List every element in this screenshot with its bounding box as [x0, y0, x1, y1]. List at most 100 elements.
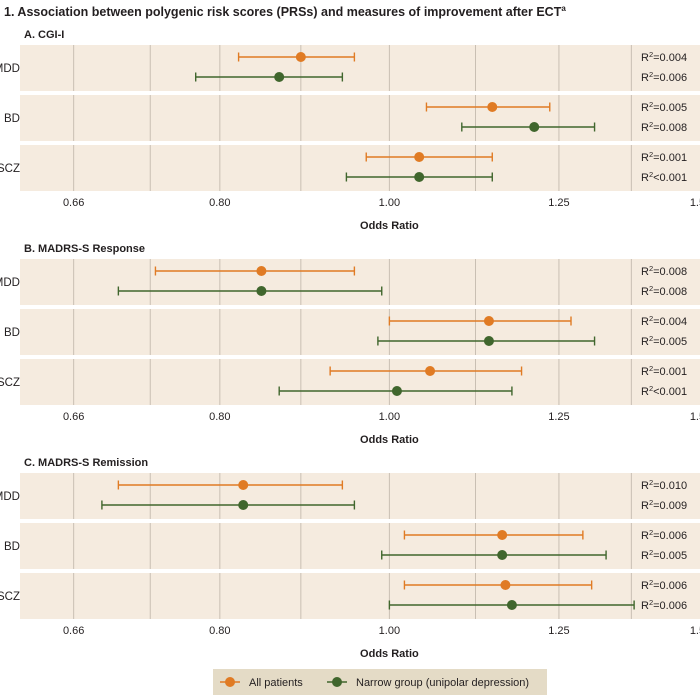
row-label: SCZ	[0, 591, 20, 603]
r2-base: R	[641, 530, 649, 542]
legend-marker	[332, 677, 342, 687]
x-tick-label: 0.80	[209, 197, 230, 209]
legend-box	[213, 669, 547, 695]
x-tick-label: 1.25	[548, 411, 569, 423]
estimate-narrow-group: R2=0.008	[461, 120, 687, 134]
row-band	[20, 145, 700, 191]
r2-base: R	[641, 122, 649, 134]
estimate-all-patients: R2=0.001	[329, 364, 687, 378]
row-label: MDD	[0, 491, 20, 503]
r2-base: R	[641, 316, 649, 328]
point-estimate	[391, 386, 402, 396]
point-estimate	[497, 550, 508, 560]
row-band	[20, 473, 700, 519]
x-tick-label: 1.5	[690, 625, 700, 637]
x-tick-label: 1.25	[548, 197, 569, 209]
r2-label: R2=0.006	[641, 598, 687, 612]
row-band	[20, 573, 700, 619]
legend-label: All patients	[249, 677, 303, 689]
r2-superscript: 2	[649, 548, 653, 557]
r2-label: R2=0.004	[641, 314, 687, 328]
r2-label: R2=0.009	[641, 498, 687, 512]
r2-label: R2=0.001	[641, 150, 687, 164]
row-bd: BD R2=0.005 R2=0.008	[4, 95, 700, 141]
point-estimate	[414, 172, 425, 182]
r2-base: R	[641, 172, 649, 184]
r2-superscript: 2	[649, 334, 653, 343]
point-estimate	[529, 122, 540, 132]
r2-base: R	[641, 386, 649, 398]
point-estimate	[497, 530, 508, 540]
legend-item-all-patients: All patients	[220, 677, 303, 689]
panel-b: B. MADRS-S ResponseMDDR2=0.008R2=0.008BD…	[0, 243, 700, 446]
row-band	[20, 259, 700, 305]
x-tick-label: 1.5	[690, 411, 700, 423]
legend-item-narrow-group: Narrow group (unipolar depression)	[327, 677, 529, 689]
r2-base: R	[641, 152, 649, 164]
figure-title-text: 1. Association between polygenic risk sc…	[4, 5, 562, 19]
legend-label: Narrow group (unipolar depression)	[356, 677, 529, 689]
r2-value: =0.006	[653, 530, 687, 542]
r2-superscript: 2	[649, 364, 653, 373]
estimate-all-patients: R2=0.008	[154, 264, 687, 278]
estimate-all-patients: R2=0.001	[365, 150, 687, 164]
row-label: BD	[4, 113, 20, 125]
x-tick-label: 1.5	[690, 197, 700, 209]
r2-label: R2=0.010	[641, 478, 687, 492]
r2-superscript: 2	[649, 120, 653, 129]
point-estimate	[487, 102, 498, 112]
x-tick-label: 0.80	[209, 411, 230, 423]
r2-label: R2=0.005	[641, 100, 687, 114]
r2-label: R2=0.008	[641, 120, 687, 134]
point-estimate	[256, 286, 267, 296]
point-estimate	[483, 316, 494, 326]
estimate-all-patients: R2=0.004	[388, 314, 687, 328]
r2-base: R	[641, 580, 649, 592]
point-estimate	[274, 72, 285, 82]
x-axis-label: Odds Ratio	[360, 434, 419, 446]
estimate-all-patients: R2=0.004	[237, 50, 687, 64]
point-estimate	[500, 580, 511, 590]
r2-label: R2=0.001	[641, 364, 687, 378]
point-estimate	[506, 600, 517, 610]
figure-title-superscript: a	[561, 4, 566, 13]
row-label: BD	[4, 541, 20, 553]
row-label: SCZ	[0, 163, 20, 175]
r2-value: =0.005	[653, 550, 687, 562]
row-band	[20, 309, 700, 355]
estimate-narrow-group: R2<0.001	[345, 170, 687, 184]
x-tick-label: 0.66	[63, 411, 84, 423]
r2-superscript: 2	[649, 528, 653, 537]
r2-superscript: 2	[649, 264, 653, 273]
r2-value: =0.008	[653, 266, 687, 278]
r2-base: R	[641, 366, 649, 378]
r2-superscript: 2	[649, 598, 653, 607]
r2-label: R2<0.001	[641, 170, 687, 184]
x-tick-label: 1.00	[379, 197, 400, 209]
r2-superscript: 2	[649, 50, 653, 59]
r2-label: R2=0.008	[641, 264, 687, 278]
r2-base: R	[641, 286, 649, 298]
estimate-all-patients: R2=0.005	[425, 100, 687, 114]
row-band	[20, 359, 700, 405]
row-band	[20, 95, 700, 141]
r2-value: =0.005	[653, 102, 687, 114]
r2-value: =0.006	[653, 580, 687, 592]
estimate-narrow-group: R2=0.009	[101, 498, 687, 512]
r2-base: R	[641, 500, 649, 512]
r2-label: R2=0.006	[641, 578, 687, 592]
r2-superscript: 2	[649, 478, 653, 487]
r2-superscript: 2	[649, 150, 653, 159]
r2-label: R2<0.001	[641, 384, 687, 398]
r2-value: =0.006	[653, 600, 687, 612]
r2-value: <0.001	[653, 386, 687, 398]
r2-value: =0.009	[653, 500, 687, 512]
row-label: BD	[4, 327, 20, 339]
figure-title: 1. Association between polygenic risk sc…	[4, 4, 566, 19]
r2-value: =0.010	[653, 480, 687, 492]
r2-label: R2=0.006	[641, 70, 687, 84]
